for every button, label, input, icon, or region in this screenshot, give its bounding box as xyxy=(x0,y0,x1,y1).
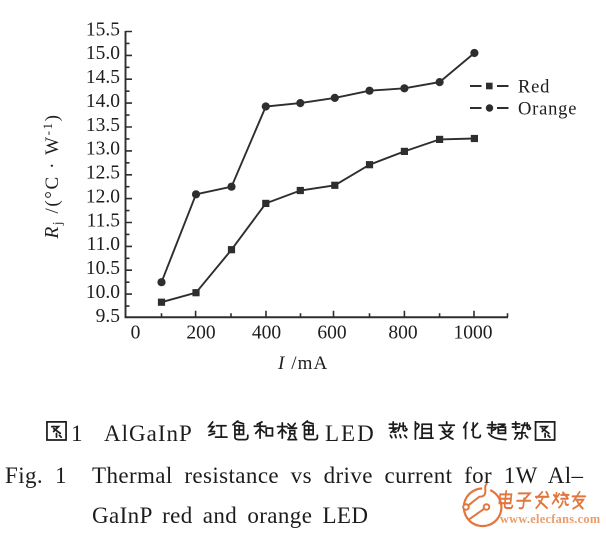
svg-text:Fig.: Fig. xyxy=(5,463,43,488)
svg-text:Red: Red xyxy=(518,78,550,98)
svg-text:15.0: 15.0 xyxy=(86,43,120,64)
svg-text:12.5: 12.5 xyxy=(86,163,120,184)
svg-text:I /mA: I /mA xyxy=(277,353,328,374)
svg-text:GaInP red and orange LED: GaInP red and orange LED xyxy=(92,503,368,528)
svg-text:400: 400 xyxy=(252,323,281,344)
svg-text:11.5: 11.5 xyxy=(87,210,120,231)
svg-text:10.5: 10.5 xyxy=(86,258,120,279)
svg-text:12.0: 12.0 xyxy=(86,186,120,207)
svg-text:11.0: 11.0 xyxy=(87,234,120,255)
svg-text:10.0: 10.0 xyxy=(86,282,120,303)
svg-text:0: 0 xyxy=(131,323,141,344)
svg-text:200: 200 xyxy=(186,323,215,344)
svg-text:14.5: 14.5 xyxy=(86,67,120,88)
svg-text:LED: LED xyxy=(325,421,376,446)
svg-text:1: 1 xyxy=(71,421,83,446)
svg-text:Thermal resistance vs drive cu: Thermal resistance vs drive current for … xyxy=(92,463,584,488)
svg-text:13.5: 13.5 xyxy=(86,115,120,136)
svg-text:15.5: 15.5 xyxy=(86,19,120,40)
svg-text:1: 1 xyxy=(55,463,67,488)
svg-text:Orange: Orange xyxy=(518,100,577,120)
svg-text:800: 800 xyxy=(388,323,417,344)
svg-text:www.elecfans.com: www.elecfans.com xyxy=(500,512,601,526)
svg-text:Rj /(°C · W-1): Rj /(°C · W-1) xyxy=(40,113,65,239)
svg-text:1000: 1000 xyxy=(454,323,493,344)
svg-text:600: 600 xyxy=(317,323,346,344)
svg-text:9.5: 9.5 xyxy=(96,306,120,327)
svg-text:13.0: 13.0 xyxy=(86,139,120,160)
svg-text:AlGaInP: AlGaInP xyxy=(104,421,193,446)
svg-text:14.0: 14.0 xyxy=(86,91,120,112)
